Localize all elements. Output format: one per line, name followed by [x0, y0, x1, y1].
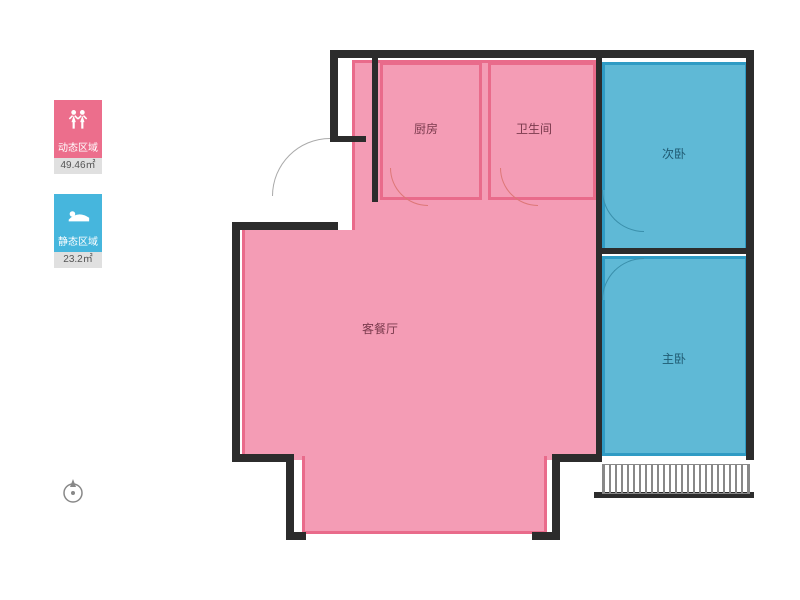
label-bathroom: 卫生间	[516, 120, 552, 137]
wall-step1-v	[232, 222, 240, 462]
door-entry	[272, 138, 330, 196]
label-second-bedroom: 次卧	[662, 145, 686, 162]
wall-step3-h	[552, 454, 602, 462]
legend-static: 静态区域 23.2㎡	[48, 194, 108, 268]
wall-step2-v	[286, 454, 294, 540]
label-living: 客餐厅	[362, 320, 398, 337]
room-living-lower	[302, 456, 547, 534]
wall-bed-divider	[600, 248, 750, 254]
floorplan: 客餐厅 厨房 卫生间 次卧 主卧	[222, 40, 752, 560]
label-kitchen: 厨房	[414, 120, 438, 137]
legend-dynamic: 动态区域 49.46㎡	[48, 100, 108, 174]
wall-upper-notch-h	[330, 136, 366, 142]
wall-bottom-left	[286, 532, 306, 540]
wall-bed-left	[596, 54, 602, 458]
wall-top	[330, 50, 754, 58]
sleep-icon	[54, 194, 102, 234]
balcony-railing	[602, 464, 750, 494]
room-living-main	[242, 230, 602, 460]
wall-left-upper	[330, 50, 338, 142]
label-master-bedroom: 主卧	[662, 350, 686, 367]
wall-right	[746, 50, 754, 460]
legend-dynamic-value: 49.46㎡	[54, 158, 102, 174]
wall-step1-h	[232, 222, 338, 230]
wall-kitchen-bath-top	[372, 54, 378, 202]
wall-step3-v	[552, 454, 560, 540]
wall-step2-h	[232, 454, 294, 462]
legend-dynamic-label: 动态区域	[54, 140, 102, 158]
people-icon	[54, 100, 102, 140]
legend-panel: 动态区域 49.46㎡ 静态区域 23.2㎡	[48, 100, 108, 288]
compass-icon	[58, 476, 88, 506]
legend-static-value: 23.2㎡	[54, 252, 102, 268]
legend-static-label: 静态区域	[54, 234, 102, 252]
